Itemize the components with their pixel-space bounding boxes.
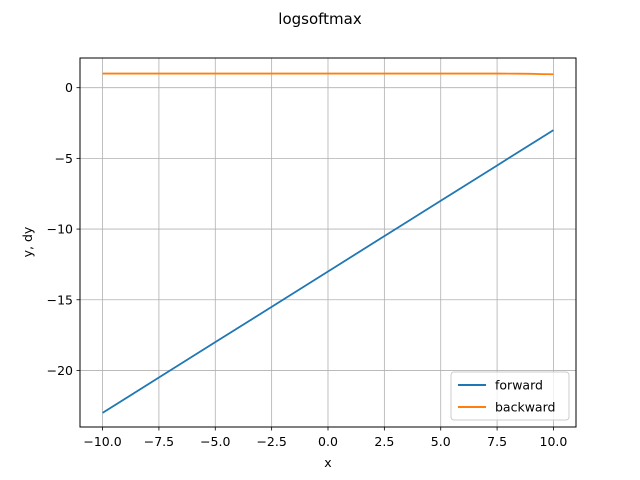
series-lines [102, 72, 554, 414]
x-axis-label: x [324, 455, 331, 470]
x-tick-label: −7.5 [144, 434, 174, 449]
x-tick-label: 2.5 [374, 434, 394, 449]
x-tick-label: 5.0 [431, 434, 451, 449]
x-tick-label: −5.0 [200, 434, 230, 449]
x-tick-label: −2.5 [256, 434, 286, 449]
series-line-forward [102, 129, 554, 414]
x-tick-label: −10.0 [83, 434, 121, 449]
legend-label-forward: forward [495, 378, 543, 393]
y-tick-label: 0 [65, 80, 73, 95]
y-tick-label: −5 [55, 151, 73, 166]
grid-lines [80, 58, 576, 427]
series-line-backward [102, 72, 554, 76]
x-tick-label: 10.0 [540, 434, 568, 449]
y-tick-label: −10 [47, 222, 73, 237]
y-tick-label: −20 [47, 363, 73, 378]
chart-title: logsoftmax [278, 10, 362, 28]
x-tick-label: 7.5 [487, 434, 507, 449]
x-axis-ticks: −10.0 −7.5 −5.0 −2.5 0.0 2.5 5.0 7.5 10.0 [83, 427, 567, 449]
x-tick-label: 0.0 [318, 434, 338, 449]
y-axis-label: y, dy [20, 226, 35, 257]
legend-label-backward: backward [495, 400, 555, 415]
y-tick-label: −15 [47, 292, 73, 307]
y-axis-ticks: 0 −5 −10 −15 −20 [47, 80, 80, 378]
legend: forward backward [450, 371, 570, 421]
